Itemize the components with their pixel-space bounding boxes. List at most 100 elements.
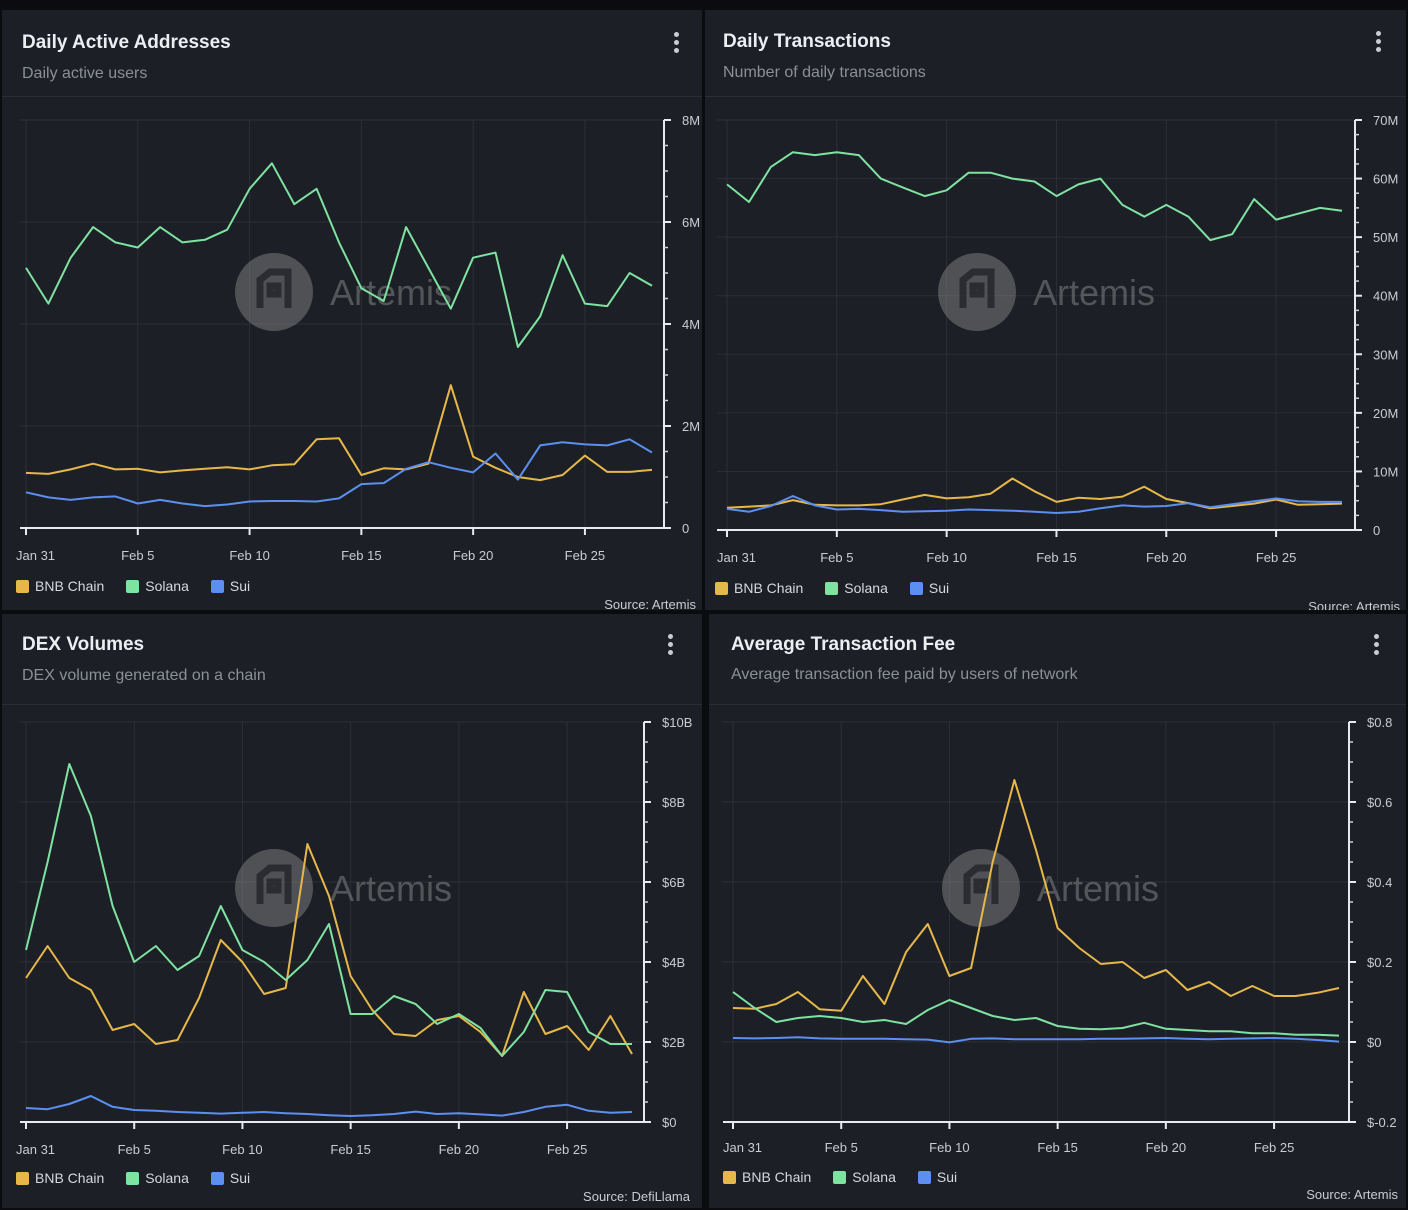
legend-item-solana[interactable]: Solana [833, 1169, 896, 1185]
chart-daily-transactions: Artemis Jan 31 Feb 5 Feb 10 Feb 15 Feb 20 Feb … [717, 113, 1398, 565]
line-sui[interactable] [726, 495, 1342, 514]
more-menu-icon[interactable] [1376, 31, 1382, 55]
header-divider [709, 704, 1406, 705]
x-tick-label: Feb 5 [820, 550, 853, 565]
x-tick-label: Feb 10 [222, 1142, 262, 1157]
legend-swatch [210, 1171, 224, 1185]
legend-item-bnb-chain[interactable]: BNB Chain [16, 578, 104, 594]
x-tick-label: Jan 31 [717, 550, 756, 565]
y-tick-label: $-0.2 [1367, 1115, 1397, 1130]
y-tick-label: $0.4 [1367, 875, 1392, 890]
more-menu-icon[interactable] [674, 32, 680, 56]
y-tick-label: $4B [662, 955, 685, 970]
source-note: Source: Artemis [604, 597, 696, 610]
y-tick-label: $8B [662, 795, 685, 810]
legend: BNB Chain Solana Sui [723, 1169, 957, 1185]
legend-swatch [16, 579, 29, 593]
panel-title: DEX Volumes [22, 634, 145, 655]
x-tick-label: Feb 25 [1254, 1140, 1294, 1155]
legend-item-solana[interactable]: Solana [126, 578, 189, 594]
legend-swatch [715, 581, 728, 595]
legend-swatch [833, 1170, 847, 1184]
y-tick-label: 30M [1373, 347, 1398, 362]
y-tick-label: $0.6 [1367, 795, 1392, 810]
y-tick-label: $0 [1367, 1035, 1381, 1050]
line-solana[interactable] [25, 763, 632, 1057]
legend-label: Sui [229, 1170, 251, 1186]
panel-title: Average Transaction Fee [731, 634, 956, 655]
x-tick-label: Feb 20 [1146, 550, 1186, 565]
line-sui[interactable] [25, 1095, 633, 1117]
artemis-watermark-logo [938, 253, 1016, 331]
y-tick-label: 0 [682, 521, 689, 536]
x-tick-label: Feb 15 [1037, 1140, 1077, 1155]
legend-swatch [126, 1171, 140, 1185]
y-tick-label: 2M [682, 419, 700, 434]
y-tick-label: $0.2 [1367, 955, 1392, 970]
legend-swatch [917, 1170, 931, 1184]
x-tick-label: Feb 5 [121, 548, 154, 563]
legend-item-solana[interactable]: Solana [825, 580, 888, 596]
legend: BNB Chain Solana Sui [16, 578, 250, 594]
source-note: Source: DefiLlama [583, 1189, 690, 1204]
panel-average-transaction-fee: Average Transaction Fee Average transact… [709, 614, 1406, 1208]
line-solana[interactable] [25, 162, 653, 348]
y-tick-label: 10M [1373, 464, 1398, 479]
line-solana[interactable] [732, 991, 1340, 1037]
legend-swatch [210, 579, 224, 593]
more-menu-icon[interactable] [1374, 634, 1380, 658]
legend-item-sui[interactable]: Sui [210, 1170, 251, 1186]
legend-label: BNB Chain [734, 580, 804, 596]
legend: BNB Chain Solana Sui [16, 1170, 250, 1186]
source-note: Source: Artemis [1308, 599, 1400, 610]
line-bnb-chain[interactable] [732, 779, 1340, 1012]
chart-average-transaction-fee: Artemis Jan 31 Feb 5 Feb 10 Feb 15 Feb 20 Feb … [723, 715, 1397, 1155]
panel-subtitle: Average transaction fee paid by users of… [731, 666, 1078, 683]
x-tick-label: Feb 20 [439, 1142, 479, 1157]
panel-dex-volumes: DEX Volumes DEX volume generated on a ch… [2, 614, 702, 1208]
legend-item-bnb-chain[interactable]: BNB Chain [715, 580, 803, 596]
legend-swatch [825, 581, 839, 595]
y-tick-label: 8M [682, 113, 700, 128]
legend-label: BNB Chain [35, 578, 105, 594]
y-tick-label: 40M [1373, 289, 1398, 304]
legend-item-bnb-chain[interactable]: BNB Chain [723, 1169, 811, 1185]
legend-item-sui[interactable]: Sui [210, 578, 251, 594]
x-tick-label: Jan 31 [16, 1142, 55, 1157]
panel-daily-transactions: Daily Transactions Number of daily trans… [705, 10, 1406, 610]
legend-label: Solana [852, 1169, 896, 1185]
line-bnb-chain[interactable] [25, 384, 653, 482]
y-tick-label: 6M [682, 215, 700, 230]
more-menu-icon[interactable] [668, 634, 674, 658]
line-solana[interactable] [726, 151, 1343, 242]
line-sui[interactable] [25, 438, 653, 508]
legend-label: Sui [229, 578, 251, 594]
legend-swatch [909, 581, 923, 595]
x-tick-label: Feb 25 [565, 548, 605, 563]
line-sui[interactable] [732, 1036, 1340, 1044]
legend-label: Sui [928, 580, 950, 596]
x-tick-label: Feb 15 [341, 548, 381, 563]
watermark-text: Artemis [1037, 868, 1159, 909]
watermark-text: Artemis [330, 868, 452, 909]
x-tick-label: Feb 10 [926, 550, 966, 565]
x-tick-label: Jan 31 [723, 1140, 762, 1155]
y-tick-label: $0.8 [1367, 715, 1392, 730]
legend-label: Solana [145, 578, 189, 594]
legend-swatch [723, 1170, 736, 1184]
panel-title: Daily Active Addresses [22, 32, 231, 53]
x-tick-label: Feb 20 [453, 548, 493, 563]
legend-item-sui[interactable]: Sui [909, 580, 950, 596]
y-tick-label: $2B [662, 1035, 685, 1050]
legend-item-bnb-chain[interactable]: BNB Chain [16, 1170, 104, 1186]
y-tick-label: 70M [1373, 113, 1398, 128]
legend-item-sui[interactable]: Sui [917, 1169, 957, 1185]
line-bnb-chain[interactable] [25, 843, 633, 1057]
legend-item-solana[interactable]: Solana [126, 1170, 189, 1186]
watermark-text: Artemis [1033, 272, 1155, 313]
x-tick-label: Feb 5 [825, 1140, 858, 1155]
line-bnb-chain[interactable] [726, 477, 1343, 510]
x-tick-label: Feb 10 [929, 1140, 969, 1155]
header-divider [705, 96, 1406, 97]
legend-label: BNB Chain [35, 1170, 105, 1186]
